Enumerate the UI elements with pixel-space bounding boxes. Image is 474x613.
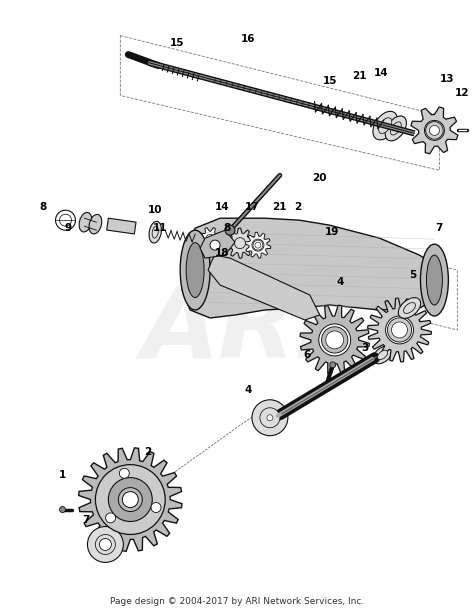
- Text: 13: 13: [440, 74, 455, 83]
- Text: 12: 12: [455, 88, 470, 99]
- Polygon shape: [79, 448, 182, 551]
- Circle shape: [95, 535, 115, 554]
- Circle shape: [60, 506, 65, 512]
- Polygon shape: [200, 230, 235, 258]
- Circle shape: [387, 318, 411, 342]
- Circle shape: [109, 478, 152, 522]
- Text: 20: 20: [312, 173, 327, 183]
- Ellipse shape: [223, 236, 227, 244]
- Circle shape: [392, 322, 408, 338]
- Circle shape: [235, 238, 246, 249]
- Circle shape: [225, 225, 235, 235]
- Text: 8: 8: [223, 223, 231, 233]
- Ellipse shape: [379, 118, 392, 134]
- Text: 5: 5: [409, 270, 416, 280]
- Text: 7: 7: [436, 223, 443, 233]
- Circle shape: [95, 465, 165, 535]
- Text: 19: 19: [325, 227, 339, 237]
- Text: 17: 17: [245, 202, 259, 212]
- Circle shape: [118, 487, 142, 511]
- Ellipse shape: [373, 346, 392, 364]
- Text: 2: 2: [294, 202, 301, 212]
- Text: 2: 2: [144, 447, 151, 457]
- Circle shape: [260, 408, 280, 428]
- Text: 14: 14: [215, 202, 229, 212]
- Polygon shape: [411, 107, 458, 154]
- Ellipse shape: [420, 244, 448, 316]
- Text: 3: 3: [361, 343, 368, 353]
- Text: 6: 6: [303, 350, 310, 360]
- Polygon shape: [182, 218, 439, 318]
- Polygon shape: [300, 305, 369, 375]
- Text: 15: 15: [322, 75, 337, 85]
- Ellipse shape: [403, 303, 415, 313]
- Polygon shape: [200, 227, 220, 249]
- Ellipse shape: [186, 243, 204, 297]
- Text: 9: 9: [65, 223, 72, 233]
- Circle shape: [319, 324, 351, 356]
- Text: 15: 15: [170, 37, 184, 48]
- Text: 11: 11: [153, 223, 167, 233]
- Circle shape: [429, 126, 439, 135]
- Circle shape: [252, 400, 288, 436]
- Ellipse shape: [377, 350, 388, 360]
- Circle shape: [426, 121, 443, 139]
- Circle shape: [210, 240, 220, 250]
- Text: 21: 21: [352, 70, 367, 80]
- Ellipse shape: [149, 221, 162, 243]
- Circle shape: [255, 242, 261, 248]
- Circle shape: [326, 331, 344, 349]
- Circle shape: [106, 513, 116, 523]
- Text: 10: 10: [148, 205, 163, 215]
- Circle shape: [206, 234, 214, 242]
- Text: 16: 16: [241, 34, 255, 44]
- Circle shape: [252, 239, 264, 251]
- Ellipse shape: [391, 122, 401, 135]
- Polygon shape: [208, 255, 320, 320]
- Ellipse shape: [79, 213, 92, 232]
- Ellipse shape: [398, 298, 420, 318]
- Circle shape: [267, 415, 273, 421]
- Ellipse shape: [221, 234, 229, 247]
- Circle shape: [60, 214, 72, 226]
- Text: 1: 1: [59, 470, 66, 479]
- Text: 18: 18: [215, 248, 229, 258]
- Text: 4: 4: [244, 385, 252, 395]
- Polygon shape: [368, 298, 431, 362]
- Circle shape: [119, 468, 129, 478]
- Text: 21: 21: [273, 202, 287, 212]
- Bar: [107, 218, 136, 234]
- Text: 4: 4: [336, 277, 343, 287]
- Ellipse shape: [427, 255, 442, 305]
- Polygon shape: [225, 228, 255, 258]
- Ellipse shape: [385, 116, 406, 141]
- Ellipse shape: [373, 112, 398, 140]
- Text: Page design © 2004-2017 by ARI Network Services, Inc.: Page design © 2004-2017 by ARI Network S…: [110, 597, 364, 606]
- Ellipse shape: [180, 230, 210, 310]
- Ellipse shape: [89, 215, 102, 234]
- Circle shape: [330, 362, 336, 368]
- Circle shape: [151, 503, 161, 512]
- Circle shape: [321, 327, 348, 353]
- Circle shape: [87, 527, 123, 562]
- Text: 7: 7: [82, 514, 89, 525]
- Circle shape: [424, 120, 445, 140]
- Circle shape: [55, 210, 75, 230]
- Text: 8: 8: [39, 202, 46, 212]
- Text: 14: 14: [374, 67, 389, 77]
- Ellipse shape: [152, 226, 158, 238]
- Polygon shape: [245, 232, 271, 258]
- Circle shape: [122, 492, 138, 508]
- Circle shape: [100, 538, 111, 550]
- Circle shape: [385, 316, 413, 344]
- Circle shape: [263, 411, 277, 425]
- Text: ARI: ARI: [141, 281, 333, 378]
- Circle shape: [109, 478, 152, 522]
- Circle shape: [253, 240, 263, 250]
